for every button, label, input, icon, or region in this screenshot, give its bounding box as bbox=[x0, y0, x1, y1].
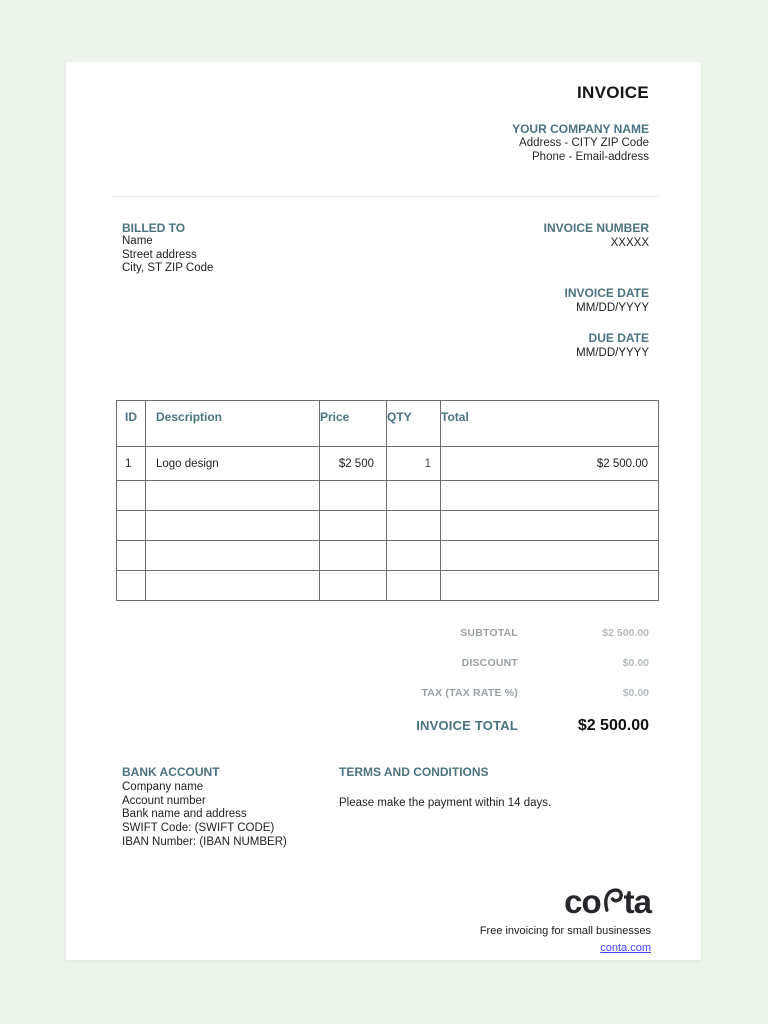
logo-text-right: ta bbox=[623, 883, 652, 920]
bank-account-section: BANK ACCOUNT Company name Account number… bbox=[122, 765, 287, 850]
due-date-label: DUE DATE bbox=[588, 331, 649, 345]
cell-description: Logo design bbox=[145, 446, 320, 481]
cell-id bbox=[116, 510, 146, 541]
conta-logo: co ta bbox=[564, 883, 652, 920]
logo-n-glyph-icon bbox=[601, 884, 624, 918]
invoice-date-group: INVOICE DATE MM/DD/YYYY bbox=[544, 286, 649, 315]
bank-company-name: Company name bbox=[122, 781, 204, 793]
column-header-total: Total bbox=[440, 400, 659, 447]
logo-text-left: co bbox=[564, 883, 602, 920]
tax-row: TAX (TAX RATE %) $0.00 bbox=[319, 687, 649, 699]
cell-price bbox=[319, 510, 387, 541]
cell-total: $2 500.00 bbox=[440, 446, 659, 481]
column-header-qty: QTY bbox=[386, 400, 441, 447]
billed-to-city: City, ST ZIP Code bbox=[122, 262, 214, 275]
cell-id bbox=[116, 540, 146, 571]
column-header-price: Price bbox=[319, 400, 387, 447]
subtotal-value: $2 500.00 bbox=[602, 627, 649, 639]
invoice-header: INVOICE YOUR COMPANY NAME Address - CITY… bbox=[512, 83, 649, 164]
billed-to-section: BILLED TO Name Street address City, ST Z… bbox=[122, 221, 213, 276]
cell-total bbox=[440, 570, 659, 601]
bank-name-address: Bank name and address bbox=[122, 808, 247, 821]
bank-account-label: BANK ACCOUNT bbox=[122, 765, 220, 779]
tax-label: TAX (TAX RATE %) bbox=[421, 687, 518, 699]
cell-price: $2 500 bbox=[319, 446, 387, 481]
header-divider bbox=[112, 196, 659, 197]
cell-id bbox=[116, 480, 146, 511]
cell-price bbox=[319, 480, 387, 511]
table-row bbox=[116, 570, 659, 601]
bank-account-number: Account number bbox=[122, 794, 206, 807]
cell-qty bbox=[386, 510, 441, 541]
footer-tagline: Free invoicing for small businesses bbox=[479, 925, 651, 937]
table-row bbox=[116, 480, 659, 511]
cell-total bbox=[440, 540, 659, 571]
discount-row: DISCOUNT $0.00 bbox=[319, 657, 649, 669]
due-date-value: MM/DD/YYYY bbox=[576, 347, 649, 359]
cell-total bbox=[440, 510, 659, 541]
invoice-date-value: MM/DD/YYYY bbox=[576, 302, 649, 314]
terms-label: TERMS AND CONDITIONS bbox=[339, 765, 489, 779]
discount-label: DISCOUNT bbox=[461, 657, 518, 669]
company-address: Address - CITY ZIP Code bbox=[519, 137, 649, 149]
column-header-description: Description bbox=[145, 400, 320, 447]
cell-qty: 1 bbox=[386, 446, 441, 481]
terms-text: Please make the payment within 14 days. bbox=[339, 797, 552, 809]
cell-id: 1 bbox=[116, 446, 146, 481]
invoice-number-value: XXXXX bbox=[610, 237, 649, 249]
company-name: YOUR COMPANY NAME bbox=[512, 122, 649, 136]
totals-section: SUBTOTAL $2 500.00 DISCOUNT $0.00 TAX (T… bbox=[319, 627, 649, 753]
bank-swift-code: SWIFT Code: (SWIFT CODE) bbox=[122, 822, 275, 835]
billed-to-street: Street address bbox=[122, 248, 197, 261]
cell-description bbox=[145, 540, 320, 571]
cell-id bbox=[116, 570, 146, 601]
cell-qty bbox=[386, 480, 441, 511]
billed-to-label: BILLED TO bbox=[122, 221, 186, 235]
cell-price bbox=[319, 540, 387, 571]
table-row bbox=[116, 510, 659, 541]
subtotal-label: SUBTOTAL bbox=[460, 627, 518, 639]
invoice-total-value: $2 500.00 bbox=[577, 717, 649, 734]
due-date-group: DUE DATE MM/DD/YYYY bbox=[544, 331, 649, 360]
cell-price bbox=[319, 570, 387, 601]
page-title: INVOICE bbox=[576, 83, 649, 102]
conta-website-link[interactable]: conta.com bbox=[600, 942, 651, 954]
billed-to-name: Name bbox=[122, 235, 153, 247]
cell-qty bbox=[386, 570, 441, 601]
invoice-date-label: INVOICE DATE bbox=[564, 286, 649, 300]
cell-total bbox=[440, 480, 659, 511]
invoice-total-row: INVOICE TOTAL $2 500.00 bbox=[319, 717, 649, 735]
bank-iban-number: IBAN Number: (IBAN NUMBER) bbox=[122, 835, 287, 848]
invoice-meta: INVOICE NUMBER XXXXX INVOICE DATE MM/DD/… bbox=[544, 221, 649, 360]
column-header-id: ID bbox=[116, 400, 146, 447]
line-items-table: ID Description Price QTY Total 1 Logo de… bbox=[116, 400, 659, 601]
tax-value: $0.00 bbox=[622, 687, 649, 699]
discount-value: $0.00 bbox=[622, 657, 649, 669]
subtotal-row: SUBTOTAL $2 500.00 bbox=[319, 627, 649, 639]
invoice-total-label: INVOICE TOTAL bbox=[416, 718, 518, 733]
cell-description bbox=[145, 480, 320, 511]
terms-section: TERMS AND CONDITIONS Please make the pay… bbox=[339, 765, 551, 809]
cell-qty bbox=[386, 540, 441, 571]
table-row: 1 Logo design $2 500 1 $2 500.00 bbox=[116, 446, 659, 481]
invoice-page: INVOICE YOUR COMPANY NAME Address - CITY… bbox=[66, 62, 701, 960]
cell-description bbox=[145, 510, 320, 541]
table-header-row: ID Description Price QTY Total bbox=[116, 400, 659, 447]
table-row bbox=[116, 540, 659, 571]
invoice-number-group: INVOICE NUMBER XXXXX bbox=[544, 221, 649, 250]
cell-description bbox=[145, 570, 320, 601]
footer: co ta Free invoicing for small businesse… bbox=[479, 883, 652, 956]
invoice-number-label: INVOICE NUMBER bbox=[543, 221, 649, 235]
company-contact: Phone - Email-address bbox=[532, 151, 649, 163]
